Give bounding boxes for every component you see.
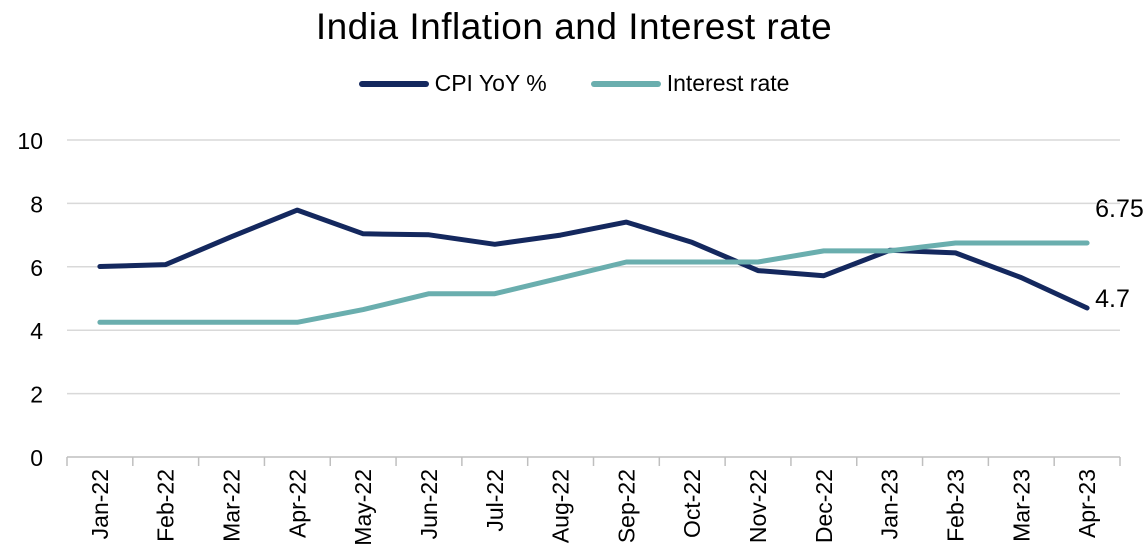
x-tick-label: Jul-22	[482, 469, 508, 532]
x-tick-label: Oct-22	[679, 469, 705, 538]
x-tick-label: Jun-22	[416, 469, 442, 539]
y-tick-label: 6	[30, 255, 43, 281]
x-tick-label: May-22	[350, 469, 376, 546]
x-tick-label: Apr-22	[284, 469, 310, 538]
legend-item-cpi: CPI YoY %	[358, 70, 547, 97]
series-line-interest-rate	[97, 240, 1090, 325]
y-tick-label: 8	[30, 191, 43, 217]
x-tick-label: Jan-22	[87, 469, 113, 539]
legend-label-interest-rate: Interest rate	[666, 70, 790, 96]
series-line-cpi	[97, 207, 1090, 311]
y-tick-label: 4	[30, 318, 43, 344]
legend-swatch-interest-rate	[590, 80, 661, 87]
y-tick-label: 10	[17, 128, 43, 154]
data-label-cpi: 4.7	[1095, 285, 1130, 313]
legend-swatch-cpi	[358, 80, 429, 87]
data-label-interest-rate: 6.75	[1095, 195, 1144, 223]
x-tick-label: Mar-22	[219, 469, 245, 542]
x-tick-label: Sep-22	[613, 469, 639, 543]
x-tick-label: Apr-23	[1074, 469, 1100, 538]
x-tick-label: Nov-22	[745, 469, 771, 543]
chart-title: India Inflation and Interest rate	[315, 6, 833, 47]
x-tick-label: Dec-22	[811, 469, 837, 543]
x-tick-label: Feb-22	[153, 469, 179, 542]
x-tick-label: Feb-23	[942, 469, 968, 542]
legend-item-interest-rate: Interest rate	[590, 70, 790, 97]
y-tick-label: 2	[30, 382, 43, 408]
y-tick-label: 0	[30, 445, 43, 471]
x-tick-label: Mar-23	[1008, 469, 1034, 542]
x-tick-label: Jan-23	[877, 469, 903, 539]
legend-label-cpi: CPI YoY %	[434, 70, 547, 96]
x-tick-label: Aug-22	[548, 469, 574, 543]
legend: CPI YoY % Interest rate	[0, 70, 1148, 97]
